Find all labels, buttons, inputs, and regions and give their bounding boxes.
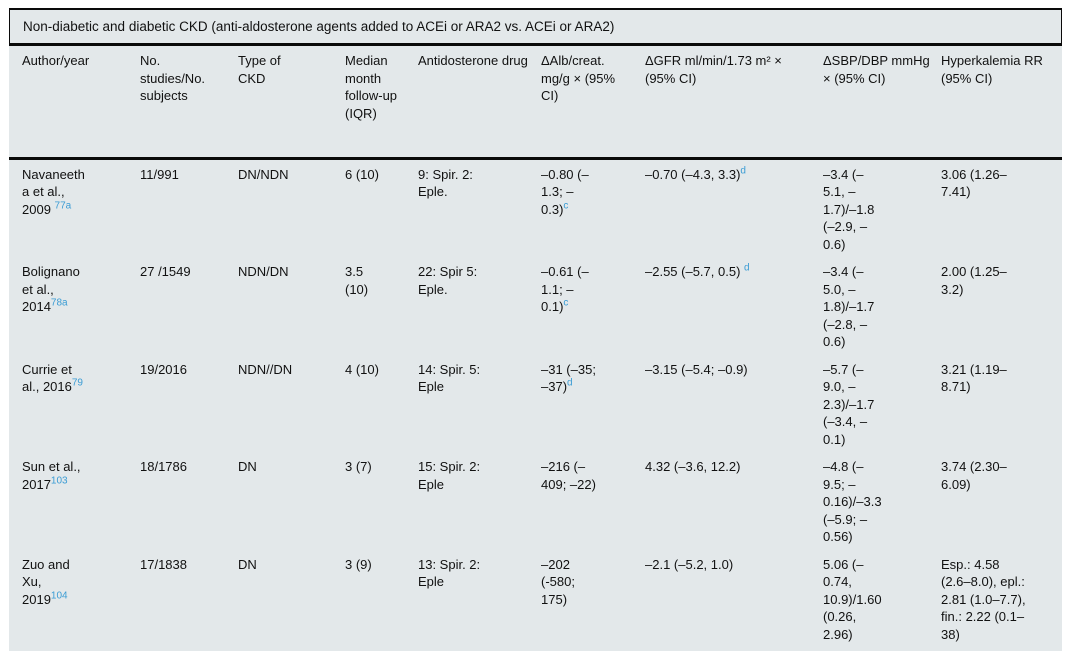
footnote-ref-link[interactable]: d xyxy=(744,262,750,274)
citation-ref-link[interactable]: 77a xyxy=(54,200,72,212)
table-row: Sun et al., 2017103 18/1786 DN 3 (7) 15:… xyxy=(9,452,1062,550)
cell-drug: 22: Spir 5: Eple. xyxy=(418,264,478,297)
col-header-median-followup: Median month follow-up (IQR) xyxy=(345,46,418,160)
footnote-ref-link[interactable]: d xyxy=(740,165,746,177)
table-row: Navaneetha et al., 2009 77a 11/991 DN/ND… xyxy=(9,158,1062,257)
cell-sbp-dbp: –4.8 (–9.5; –0.16)/–3.3 (–5.9; –0.56) xyxy=(823,459,882,544)
cell-drug: 14: Spir. 5: Eple xyxy=(418,361,481,395)
cell-author-year: Navaneetha et al., 2009 77a xyxy=(9,158,140,257)
cell-hyperkalemia: 3.06 (1.26–7.41) xyxy=(941,166,1007,200)
cell-followup: 6 (10) xyxy=(345,166,379,182)
citation-ref-link[interactable]: 104 xyxy=(50,590,68,602)
cell-alb-creat: –31 (–35; –37)d xyxy=(541,355,645,453)
table-title: Non-diabetic and diabetic CKD (anti-aldo… xyxy=(9,8,1062,46)
col-header-type-of-ckd: Type of CKD xyxy=(238,46,345,160)
cell-ckd-type: DN xyxy=(238,556,257,572)
author-text: Currie et al., 2016 xyxy=(22,361,72,395)
cell-hyperkalemia: 3.74 (2.30–6.09) xyxy=(941,459,1007,492)
table-row: Bolignano et al., 201478a 27 /1549 NDN/D… xyxy=(9,257,1062,355)
col-header-delta-gfr: ΔGFR ml/min/1.73 m² × (95% CI) xyxy=(645,46,823,160)
cell-studies-subjects: 19/2016 xyxy=(140,361,187,377)
alb-value: –0.80 (–1.3; –0.3) xyxy=(541,166,589,217)
gfr-value: 4.32 (–3.6, 12.2) xyxy=(645,459,741,474)
citation-ref-link[interactable]: 79 xyxy=(71,377,83,389)
col-header-no-studies-subjects: No. studies/No. subjects xyxy=(140,46,238,160)
cell-sbp-dbp: 5.06 (–0.74, 10.9)/1.60 (0.26, 2.96) xyxy=(823,556,882,642)
alb-value: –0.61 (–1.1; –0.1) xyxy=(541,264,589,314)
cell-followup: 3.5 (10) xyxy=(345,264,369,297)
cell-gfr: –2.55 (–5.7, 0.5) d xyxy=(645,257,823,355)
gfr-value: –2.1 (–5.2, 1.0) xyxy=(645,556,734,572)
data-table: Author/year No. studies/No. subjects Typ… xyxy=(9,46,1062,651)
author-text: Bolignano et al., 2014 xyxy=(22,264,80,314)
col-header-hyperkalemia-rr: Hyperkalemia RR (95% CI) xyxy=(941,46,1062,160)
cell-gfr: –3.15 (–5.4; –0.9) xyxy=(645,355,823,453)
cell-author-year: Bolignano et al., 201478a xyxy=(9,257,140,355)
citation-ref-link[interactable]: 78a xyxy=(50,297,68,309)
author-text: Navaneetha et al., 2009 xyxy=(22,166,85,217)
cell-drug: 9: Spir. 2: Eple. xyxy=(418,166,473,200)
cell-drug: 15: Spir. 2: Eple xyxy=(418,459,481,492)
summary-table: Non-diabetic and diabetic CKD (anti-aldo… xyxy=(9,8,1062,651)
cell-followup: 4 (10) xyxy=(345,361,379,377)
col-header-author-year: Author/year xyxy=(9,46,140,160)
footnote-ref-link[interactable]: d xyxy=(567,377,573,389)
cell-gfr: –0.70 (–4.3, 3.3)d xyxy=(645,158,823,257)
gfr-value: –3.15 (–5.4; –0.9) xyxy=(645,361,748,377)
cell-ckd-type: NDN/DN xyxy=(238,264,289,279)
footnote-ref-link[interactable]: c xyxy=(563,200,569,212)
cell-sbp-dbp: –5.7 (–9.0, –2.3)/–1.7 (–3.4, –0.1) xyxy=(823,361,875,447)
cell-alb-creat: –202 (-580; 175) xyxy=(541,550,645,651)
cell-gfr: –2.1 (–5.2, 1.0) xyxy=(645,550,823,651)
col-header-delta-sbp-dbp: ΔSBP/DBP mmHg × (95% CI) xyxy=(823,46,941,160)
cell-ckd-type: NDN//DN xyxy=(238,361,293,377)
cell-hyperkalemia: 2.00 (1.25–3.2) xyxy=(941,264,1007,297)
table-row: Currie et al., 201679 19/2016 NDN//DN 4 … xyxy=(9,355,1062,453)
cell-followup: 3 (7) xyxy=(345,459,372,474)
cell-drug: 13: Spir. 2: Eple xyxy=(418,556,481,590)
cell-studies-subjects: 11/991 xyxy=(140,166,179,182)
gfr-value: –0.70 (–4.3, 3.3) xyxy=(645,166,741,182)
alb-value: –216 (–409; –22) xyxy=(541,459,596,492)
author-text: Zuo and Xu, 2019 xyxy=(22,556,70,607)
col-header-delta-alb-creat: ΔAlb/creat. mg/g × (95% CI) xyxy=(541,46,645,160)
alb-value: –202 (-580; 175) xyxy=(541,556,575,607)
cell-studies-subjects: 27 /1549 xyxy=(140,264,191,279)
footnote-ref-link[interactable]: c xyxy=(563,297,569,309)
cell-studies-subjects: 18/1786 xyxy=(140,459,187,474)
cell-sbp-dbp: –3.4 (–5.1, –1.7)/–1.8 (–2.9, –0.6) xyxy=(823,166,875,252)
gfr-value: –2.55 (–5.7, 0.5) xyxy=(645,264,745,279)
cell-author-year: Sun et al., 2017103 xyxy=(9,452,140,550)
cell-alb-creat: –0.80 (–1.3; –0.3)c xyxy=(541,158,645,257)
cell-author-year: Currie et al., 201679 xyxy=(9,355,140,453)
author-text: Sun et al., 2017 xyxy=(22,459,81,492)
table-row: Zuo and Xu, 2019104 17/1838 DN 3 (9) 13:… xyxy=(9,550,1062,651)
cell-alb-creat: –0.61 (–1.1; –0.1)c xyxy=(541,257,645,355)
cell-hyperkalemia: 3.21 (1.19–8.71) xyxy=(941,361,1007,395)
cell-followup: 3 (9) xyxy=(345,556,372,572)
cell-sbp-dbp: –3.4 (–5.0, –1.8)/–1.7 (–2.8, –0.6) xyxy=(823,264,875,349)
cell-studies-subjects: 17/1838 xyxy=(140,556,187,572)
col-header-antidosterone-drug: Antidosterone drug xyxy=(418,46,541,160)
cell-ckd-type: DN/NDN xyxy=(238,166,289,182)
cell-author-year: Zuo and Xu, 2019104 xyxy=(9,550,140,651)
alb-value: –31 (–35; –37) xyxy=(541,361,596,395)
cell-gfr: 4.32 (–3.6, 12.2) xyxy=(645,452,823,550)
citation-ref-link[interactable]: 103 xyxy=(50,475,68,487)
cell-alb-creat: –216 (–409; –22) xyxy=(541,452,645,550)
cell-ckd-type: DN xyxy=(238,459,257,474)
header-row: Author/year No. studies/No. subjects Typ… xyxy=(9,46,1062,160)
cell-hyperkalemia: Esp.: 4.58 (2.6–8.0), epl.: 2.81 (1.0–7.… xyxy=(941,556,1026,642)
